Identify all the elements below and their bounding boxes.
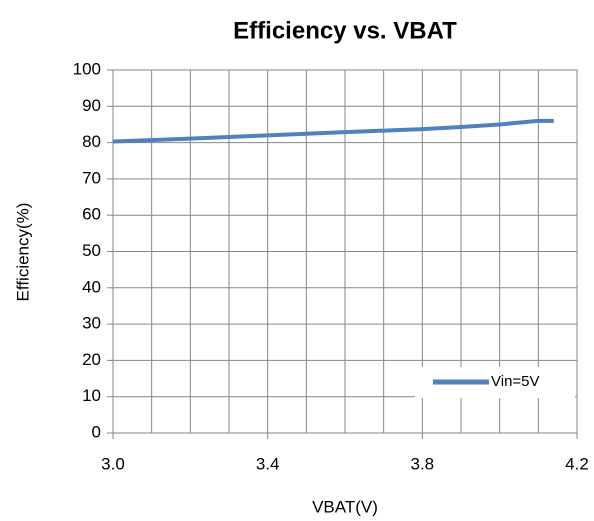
legend-label: Vin=5V: [491, 373, 540, 390]
x-axis-label: VBAT(V): [312, 497, 378, 516]
y-tick-label: 80: [82, 132, 101, 151]
y-tick-label: 10: [82, 386, 101, 405]
y-tick-label: 70: [82, 168, 101, 187]
x-tick-label: 3.4: [256, 454, 280, 473]
y-tick-label: 40: [82, 277, 101, 296]
y-tick-label: 50: [82, 241, 101, 260]
x-tick-label: 3.0: [101, 454, 125, 473]
y-tick-label: 90: [82, 96, 101, 115]
chart-title: Efficiency vs. VBAT: [233, 17, 457, 44]
y-axis-label: Efficiency(%): [13, 203, 32, 302]
y-tick-label: 0: [92, 422, 101, 441]
y-tick-label: 60: [82, 205, 101, 224]
data-line: [112, 118, 554, 144]
plot-border: [112, 69, 578, 434]
y-tick-label: 30: [82, 314, 101, 333]
x-tick-label: 4.2: [565, 454, 589, 473]
y-tick-label: 20: [82, 350, 101, 369]
x-tick-label: 3.8: [411, 454, 435, 473]
y-tick-label: 100: [73, 59, 101, 78]
